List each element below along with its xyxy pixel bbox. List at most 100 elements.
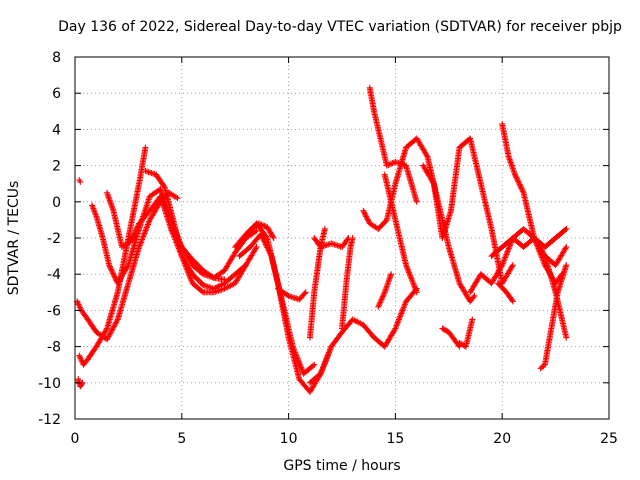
data-point: [108, 266, 115, 273]
series-arc-18: [375, 271, 395, 310]
y-tick-label: -8: [47, 340, 61, 356]
data-point: [252, 245, 259, 252]
y-tick-label: 0: [52, 195, 61, 211]
y-tick-label: -10: [38, 376, 61, 392]
data-point: [381, 290, 388, 297]
data-point: [112, 274, 119, 281]
data-point: [563, 225, 570, 232]
data-point: [498, 263, 505, 270]
data-point: [263, 233, 270, 240]
data-point: [259, 222, 266, 229]
x-tick-labels: 0 5 10 15 20 25: [71, 431, 618, 447]
data-point: [311, 361, 318, 368]
data-point: [113, 317, 120, 324]
data-point: [469, 316, 476, 323]
data-point: [380, 292, 387, 299]
data-point: [375, 303, 382, 310]
series-arc-27: [531, 235, 570, 341]
series-arc-26: [494, 280, 516, 305]
x-tick-label: 10: [280, 431, 298, 447]
data-point: [108, 267, 115, 274]
data-point: [132, 227, 139, 234]
y-tick-label: -6: [47, 303, 61, 319]
data-point: [361, 210, 368, 217]
data-point: [459, 341, 466, 348]
data-point: [517, 184, 524, 191]
data-point: [257, 231, 264, 238]
data-point: [440, 326, 447, 333]
data-point: [443, 327, 450, 334]
data-point: [106, 263, 113, 270]
data-point: [362, 212, 369, 219]
series-arc-19: [381, 171, 420, 296]
data-point: [321, 225, 328, 232]
series-arc-28: [537, 262, 570, 372]
data-point: [130, 233, 137, 240]
data-point: [512, 171, 519, 178]
data-point: [441, 326, 448, 333]
data-point: [255, 220, 262, 227]
data-point: [267, 251, 274, 258]
data-point: [562, 245, 569, 252]
data-point: [386, 161, 393, 168]
data-point: [388, 160, 395, 167]
series-arc-03: [75, 376, 86, 390]
y-tick-labels: -12 -10 -8 -6 -4 -2 0 2 4 6 8: [38, 50, 61, 428]
data-points: [74, 84, 570, 395]
data-point: [301, 290, 308, 297]
data-point: [377, 299, 384, 306]
data-point: [198, 288, 205, 295]
data-point: [260, 237, 267, 244]
x-tick-label: 15: [386, 431, 404, 447]
data-point: [134, 223, 141, 230]
data-point: [267, 250, 274, 257]
data-point: [110, 271, 117, 278]
data-point: [363, 214, 370, 221]
data-point: [258, 221, 265, 228]
data-point: [78, 381, 85, 388]
data-point: [509, 262, 516, 269]
data-point: [124, 263, 131, 270]
data-point: [470, 294, 477, 301]
data-point: [379, 293, 386, 300]
x-tick-label: 25: [600, 431, 618, 447]
data-point: [264, 245, 271, 252]
y-tick-label: -2: [47, 231, 61, 247]
y-tick-label: 4: [52, 122, 61, 138]
data-point: [128, 235, 135, 242]
x-tick-label: 0: [71, 431, 80, 447]
data-point: [209, 273, 216, 280]
data-point: [128, 237, 135, 244]
data-point: [563, 334, 570, 341]
data-point: [111, 273, 118, 280]
series-arc-01: [74, 189, 181, 343]
data-point: [379, 295, 386, 302]
data-point: [266, 248, 273, 255]
data-point: [378, 296, 385, 303]
data-point: [257, 221, 264, 228]
chart-title: Day 136 of 2022, Sidereal Day-to-day VTE…: [58, 19, 622, 35]
data-point: [439, 325, 446, 332]
data-point: [513, 175, 520, 182]
data-point: [389, 160, 396, 167]
data-point: [349, 235, 356, 241]
data-point: [364, 216, 371, 223]
data-point: [265, 247, 272, 254]
data-point: [471, 292, 478, 299]
data-point: [259, 235, 266, 242]
data-point: [423, 152, 430, 159]
data-point: [513, 174, 520, 181]
data-point: [258, 232, 265, 239]
data-point: [262, 240, 269, 247]
series-arc-21: [439, 325, 463, 350]
data-point: [253, 227, 260, 234]
data-point: [360, 207, 367, 214]
series-arc-16: [360, 135, 478, 305]
series-arc-22: [456, 316, 476, 350]
data-point: [221, 276, 228, 283]
data-point: [77, 178, 84, 185]
data-point: [515, 180, 522, 187]
x-tick-label: 5: [177, 431, 186, 447]
y-axis-label: SDTVAR / TECUs: [6, 181, 22, 296]
y-tick-label: 2: [52, 159, 61, 175]
